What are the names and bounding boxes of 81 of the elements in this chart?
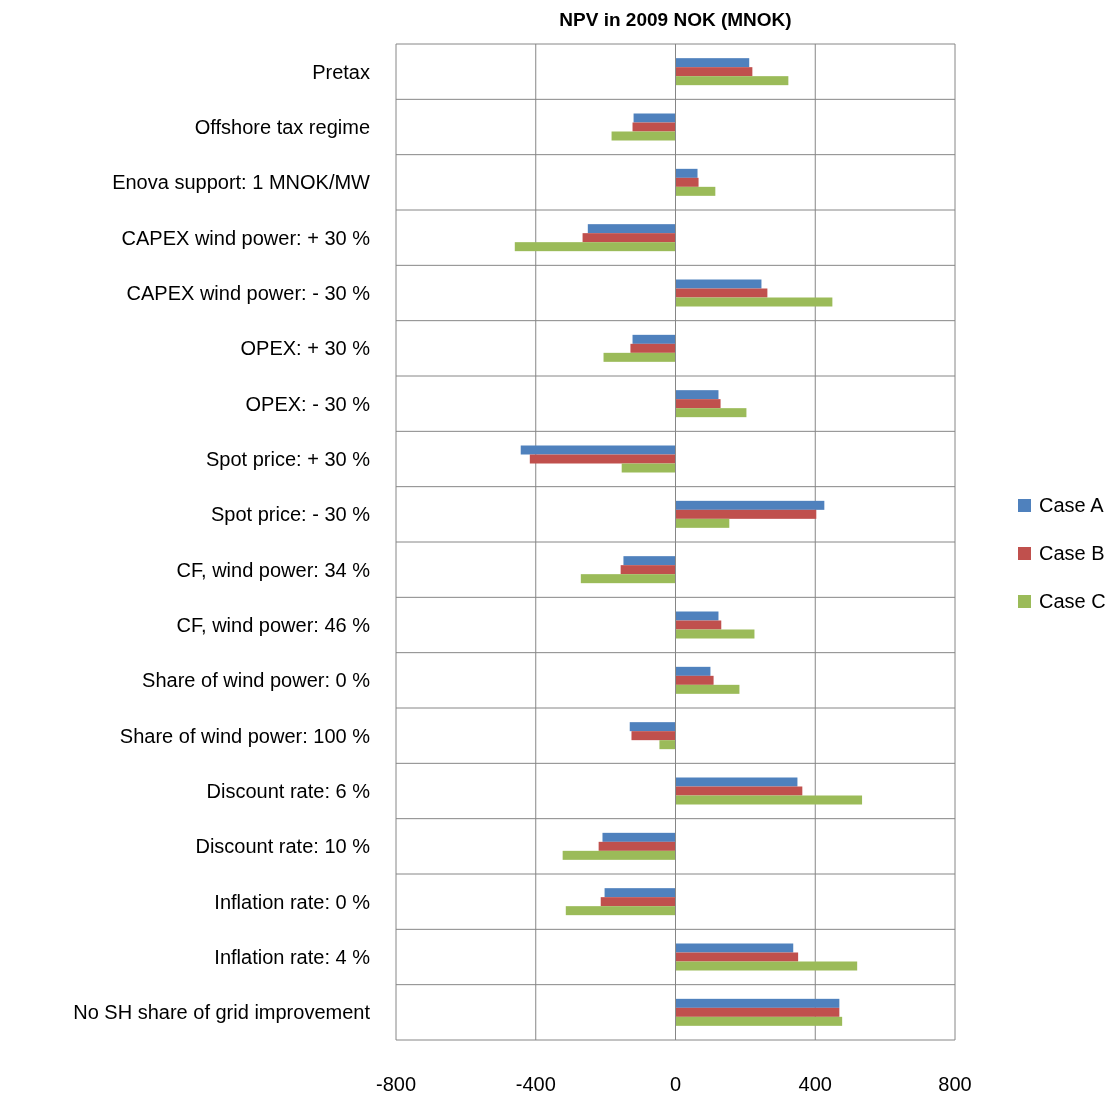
bar [562,850,676,860]
y-tick-label: CF, wind power: 34 % [176,558,371,581]
y-tick-label: Offshore tax regime [194,116,370,138]
y-tick-label: OPEX: - 30 % [245,392,371,415]
y-tick-label: Inflation rate: 0 % [214,890,371,913]
bar [580,574,676,584]
bar [675,961,858,971]
bar [675,177,699,187]
bar [675,620,722,630]
y-tick-label: OPEX: + 30 % [240,337,371,360]
bar [675,168,698,178]
y-tick-label: CAPEX wind power: + 30 % [121,226,371,249]
legend-label: Case C [1039,590,1106,612]
bar [675,399,721,409]
bar [598,841,676,851]
y-tick-label: Spot price: + 30 % [206,448,371,470]
bar [514,242,676,252]
bar [675,408,747,418]
y-tick-label: Discount rate: 10 % [195,835,371,858]
bar [631,731,676,741]
x-tick-label: -800 [375,1073,417,1094]
y-tick-label: Share of wind power: 100 % [119,724,371,747]
y-tick-label: CF, wind power: 46 % [176,614,371,636]
bar [675,288,768,298]
bar [632,122,676,132]
bar [675,1007,840,1017]
bar [620,565,676,575]
bar [604,888,676,898]
bar [675,297,833,307]
bar [675,666,711,676]
bar [675,998,840,1008]
y-tick-label: Share of wind power: 0 % [142,669,371,692]
y-tick-label: Spot price: - 30 % [211,503,371,526]
bar [675,500,825,510]
chart-title: NPV in 2009 NOK (MNOK) [559,9,792,30]
x-tick-label: 800 [938,1073,972,1094]
bar [675,58,750,68]
legend-label: Case A [1039,494,1105,516]
bar [675,509,817,519]
x-tick-label: 400 [798,1073,832,1094]
bar [675,786,803,796]
bar [600,897,676,907]
bar [520,445,676,455]
y-tick-label: Pretax [312,60,370,83]
bar [603,352,676,362]
bar [565,906,676,916]
bar [675,76,789,86]
bar [611,131,676,141]
bar [675,629,755,639]
bar [675,518,730,528]
bar [632,334,676,344]
bar [675,952,799,962]
bar [675,795,863,805]
bar [623,556,676,566]
bar [675,67,753,77]
bar [675,611,719,621]
y-tick-label: CAPEX wind power: - 30 % [126,282,371,304]
bar [630,343,676,353]
bar [582,233,676,243]
x-tick-label: -400 [515,1073,556,1094]
y-tick-label: No SH share of grid improvement [73,1001,371,1024]
bar [675,186,716,196]
y-tick-label: Inflation rate: 4 % [214,946,371,968]
bar [675,777,798,787]
bar [659,740,676,750]
bar [621,463,676,473]
y-tick-label: Enova support: 1 MNOK/MW [112,171,371,194]
x-tick-label: 0 [669,1073,682,1094]
bar [675,279,762,289]
y-tick-label: Discount rate: 6 % [206,780,371,802]
bar [675,1016,843,1026]
bar [675,684,740,694]
bar [675,943,794,953]
bar [629,722,676,732]
bar [675,390,719,400]
bar [633,113,676,123]
bar [529,454,676,464]
bar [602,832,676,842]
legend-label: Case B [1039,542,1105,564]
bar [675,675,714,685]
bar [587,224,676,234]
